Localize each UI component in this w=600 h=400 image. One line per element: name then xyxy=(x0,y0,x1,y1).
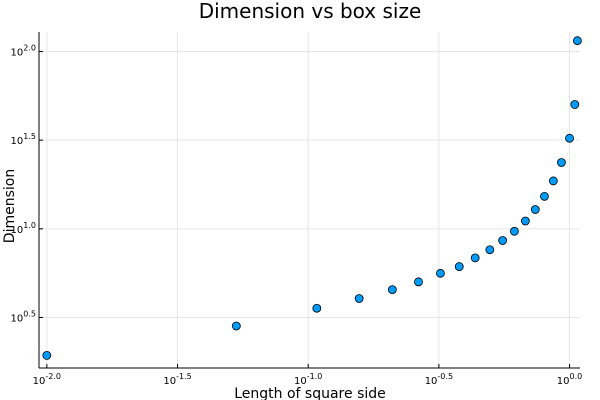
y-tick-label: 10 1.0 xyxy=(11,221,36,236)
chart-title: Dimension vs box size xyxy=(199,0,422,23)
tick-label-base: 10 xyxy=(425,376,438,387)
grid-layer xyxy=(39,32,580,368)
tick-label-exponent: -2.0 xyxy=(45,372,61,381)
tick-label-exponent: 0.0 xyxy=(570,372,583,381)
x-tick-label: 10 -2.0 xyxy=(33,372,61,387)
tick-label-exponent: 0.5 xyxy=(23,309,36,318)
data-point xyxy=(231,321,241,331)
data-point xyxy=(557,158,566,167)
data-point xyxy=(485,245,495,255)
tick-label-exponent: 2.0 xyxy=(23,44,36,53)
tick-label-exponent: 1.5 xyxy=(23,132,36,141)
y-tick-label: 10 1.5 xyxy=(11,132,36,147)
data-point xyxy=(540,191,549,201)
data-point xyxy=(436,268,445,278)
tick-label-exponent: -0.5 xyxy=(437,372,453,381)
x-axis-label: Length of square side xyxy=(234,386,386,400)
data-point xyxy=(520,216,530,226)
tick-label-base: 10 xyxy=(11,225,24,236)
tick-label-exponent: 1.0 xyxy=(23,221,36,230)
data-points xyxy=(42,36,582,360)
tick-label-exponent: -1.5 xyxy=(176,372,192,381)
data-point xyxy=(530,205,540,214)
tick-label-base: 10 xyxy=(163,376,176,387)
data-point xyxy=(570,100,580,109)
tick-label-base: 10 xyxy=(11,136,24,147)
tick-label-base: 10 xyxy=(294,376,307,387)
data-point xyxy=(498,236,508,245)
data-point xyxy=(42,351,52,360)
tick-label-base: 10 xyxy=(11,313,24,324)
tick-label-exponent: -1.0 xyxy=(307,372,323,381)
x-tick-label: 10 -0.5 xyxy=(425,372,453,387)
y-tick-label: 10 0.5 xyxy=(11,309,36,324)
data-point xyxy=(572,36,582,46)
data-point xyxy=(510,226,519,236)
tick-labels: 10 -2.0 10 -1.5 10 -1.0 10 -0.5 10 0.010 0.510 1.01… xyxy=(11,44,583,387)
y-tick-label: 10 2.0 xyxy=(11,44,36,59)
tick-label-base: 10 xyxy=(11,48,24,59)
x-tick-label: 10 0.0 xyxy=(557,372,582,387)
data-point xyxy=(387,285,397,295)
y-axis-label: Dimension xyxy=(2,169,18,243)
data-point xyxy=(414,277,423,287)
x-tick-label: 10 -1.5 xyxy=(163,372,191,387)
data-point xyxy=(312,303,322,313)
data-point xyxy=(470,253,480,263)
data-point xyxy=(354,294,364,303)
axes-layer xyxy=(38,32,580,369)
data-point xyxy=(548,176,558,186)
tick-label-base: 10 xyxy=(557,376,570,387)
tick-label-base: 10 xyxy=(33,376,46,387)
x-tick-label: 10 -1.0 xyxy=(294,372,322,387)
data-point xyxy=(565,133,574,143)
data-point xyxy=(454,262,464,271)
